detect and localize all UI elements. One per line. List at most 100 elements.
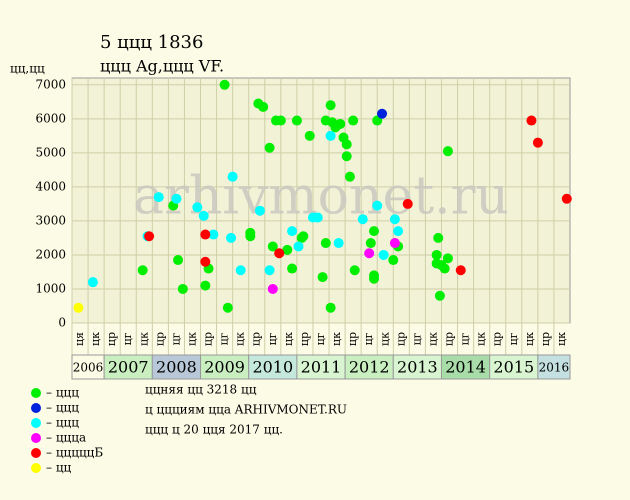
point [293, 241, 304, 252]
point [173, 255, 184, 266]
point [264, 265, 275, 276]
point [144, 231, 155, 242]
point [198, 210, 209, 221]
point [393, 226, 404, 237]
point [455, 265, 466, 276]
point [439, 263, 450, 274]
point [369, 270, 380, 281]
year-cell [248, 354, 298, 380]
x-tick-label: цг [362, 332, 375, 345]
x-tick-label: цк [523, 332, 536, 346]
point [291, 115, 302, 126]
legend-label: – ццца [46, 431, 86, 445]
x-tick-label: цг [410, 332, 423, 345]
x-tick-label: цк [426, 332, 439, 346]
point [282, 244, 293, 255]
legend-marker [31, 418, 41, 428]
year-cell [344, 354, 394, 380]
x-tick-label: цр [491, 332, 504, 346]
point [258, 101, 269, 112]
x-tick-label: цг [169, 332, 182, 345]
x-tick-label: цк [234, 332, 247, 346]
year-label: 2009 [204, 358, 245, 377]
point [333, 238, 344, 249]
point [364, 248, 375, 259]
y-tick-label: 7000 [35, 77, 66, 91]
point [200, 229, 211, 240]
chart-subtitle: ццц Ag,ццц VF. [100, 57, 224, 76]
x-tick-label: цг [121, 332, 134, 345]
point [434, 290, 445, 301]
point [87, 277, 98, 288]
y-tick-label: 6000 [35, 111, 66, 125]
y-tick-label: 4000 [35, 179, 66, 193]
legend-marker [31, 433, 41, 443]
y-tick-label: 5000 [35, 145, 66, 159]
point [227, 171, 238, 182]
x-tick-label: цк [89, 332, 102, 346]
legend-marker [31, 463, 41, 473]
point [442, 146, 453, 157]
point [349, 265, 360, 276]
y-tick-label: 1000 [35, 281, 66, 295]
point [245, 231, 256, 242]
x-tick-label: цр [346, 332, 359, 346]
point [561, 193, 572, 204]
year-label: 2006 [73, 361, 104, 375]
point [226, 232, 237, 243]
point [388, 255, 399, 266]
point [325, 130, 336, 141]
legend-label: – ццц [46, 386, 79, 400]
x-tick-label: цр [250, 332, 263, 346]
point [377, 108, 388, 119]
note: ццняя цц 3218 цц [145, 383, 257, 397]
y-tick-label: 0 [58, 316, 66, 330]
legend-marker [31, 403, 41, 413]
point [304, 130, 315, 141]
legend-label: – цццццБ [46, 446, 103, 460]
x-tick-label: цг [218, 332, 231, 345]
year-cell [537, 354, 571, 380]
year-cell [296, 354, 346, 380]
point [335, 118, 346, 129]
point [171, 193, 182, 204]
x-tick-label: цр [202, 332, 215, 346]
year-label: 2012 [349, 358, 390, 377]
point [526, 115, 537, 126]
x-tick-label: ця [73, 332, 86, 346]
year-label: 2011 [301, 358, 342, 377]
y-tick-label: 2000 [35, 247, 66, 261]
year-label: 2016 [539, 361, 570, 375]
x-tick-label: цр [394, 332, 407, 346]
point [317, 272, 328, 283]
point [267, 283, 278, 294]
x-tick-label: цк [137, 332, 150, 346]
point [219, 79, 230, 90]
point [137, 265, 148, 276]
year-label: 2013 [397, 358, 438, 377]
x-tick-label: цк [555, 332, 568, 346]
legend-label: – ццц [46, 416, 79, 430]
point [298, 231, 309, 242]
point [274, 248, 285, 259]
point [532, 137, 543, 148]
x-tick-label: цр [443, 332, 456, 346]
point [433, 232, 444, 243]
point [389, 214, 400, 225]
point [372, 200, 383, 211]
point [287, 226, 298, 237]
point [369, 226, 380, 237]
legend-label: – цц [46, 461, 72, 475]
point [312, 212, 323, 223]
point [222, 302, 233, 313]
point [267, 241, 278, 252]
point [200, 280, 211, 291]
year-cell [71, 354, 105, 380]
x-tick-label: цк [282, 332, 295, 346]
point [325, 100, 336, 111]
x-tick-label: цк [475, 332, 488, 346]
x-tick-label: цг [459, 332, 472, 345]
year-label: 2007 [108, 358, 149, 377]
x-tick-label: цг [507, 332, 520, 345]
x-tick-label: цк [185, 332, 198, 346]
